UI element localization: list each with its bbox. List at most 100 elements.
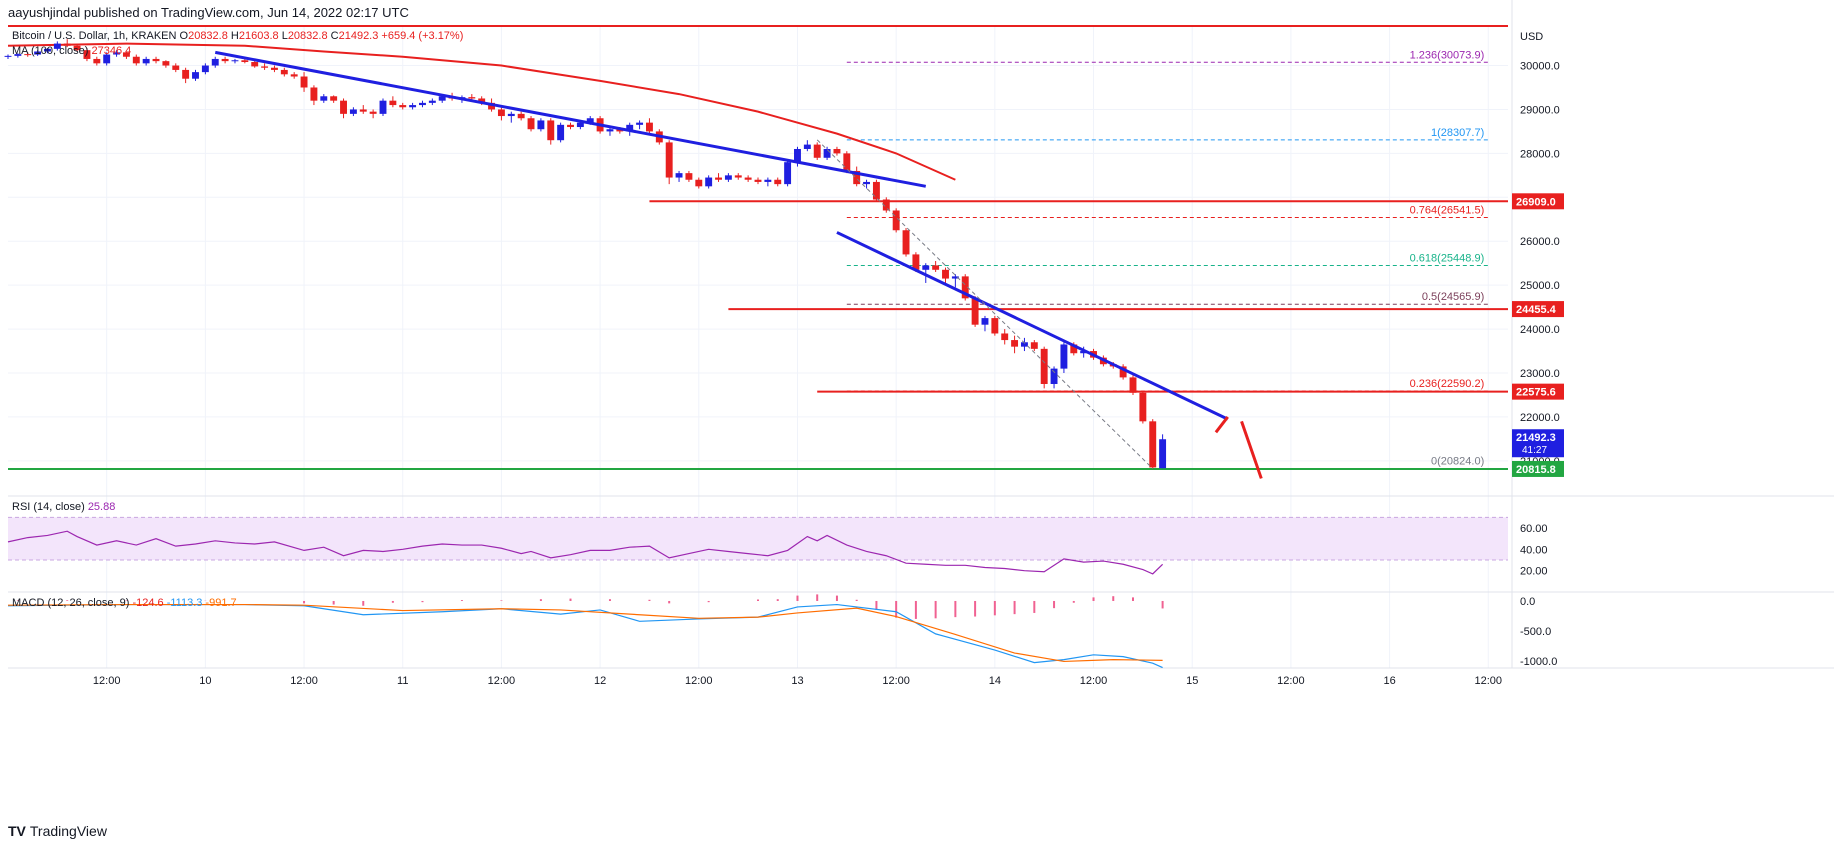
candle-body (478, 98, 486, 103)
candle-body (231, 60, 239, 62)
candle-body (330, 96, 338, 101)
candle-body (784, 162, 792, 185)
candle-body (261, 66, 269, 68)
candle-body (63, 43, 71, 46)
candle (251, 61, 259, 68)
candle (1149, 419, 1157, 469)
macd-label: MACD (12, 26, close, 9) (12, 597, 132, 609)
currency-label: USD (1520, 31, 1543, 43)
projection-stroke (1214, 416, 1229, 434)
moving-average-path (7, 42, 956, 181)
candle-body (695, 179, 703, 187)
tradingview-brand: TradingView (29, 823, 107, 839)
level-price-tag: 24455.4 (1516, 304, 1557, 316)
candle (744, 175, 752, 182)
candle (872, 179, 880, 202)
candle (349, 107, 357, 117)
candle-body (636, 122, 644, 125)
candle-body (320, 96, 328, 101)
candle (14, 53, 22, 58)
time-axis-label: 16 (1383, 675, 1395, 687)
time-axis-label: 13 (791, 675, 803, 687)
candle (685, 170, 693, 182)
candle-body (951, 276, 959, 279)
candle-body (961, 276, 969, 299)
candle-body (872, 181, 880, 200)
macd-hist-value: -124.6 (132, 597, 166, 609)
candle (270, 65, 278, 73)
candle-body (922, 265, 930, 270)
macd-axis-tick: -1000.0 (1520, 656, 1557, 668)
candle (734, 173, 742, 180)
candle (853, 166, 861, 187)
price-axis-tick: 29000.0 (1520, 104, 1560, 116)
candle-body (774, 179, 782, 185)
candle (902, 228, 910, 257)
bar-countdown: 41:27 (1522, 445, 1547, 456)
candle (1020, 337, 1028, 352)
candle-body (843, 153, 851, 171)
candle-body (1011, 340, 1019, 347)
candle (132, 54, 140, 66)
candle-body (349, 109, 357, 114)
candle (44, 47, 51, 54)
candle (24, 52, 32, 57)
candle-body (705, 177, 713, 187)
candle (211, 56, 219, 68)
candle-body (537, 120, 545, 130)
candle (695, 177, 703, 189)
moving-average-line (7, 42, 956, 181)
candle (932, 261, 940, 272)
candle (774, 177, 782, 187)
candle-body (734, 175, 742, 178)
candle (547, 118, 555, 145)
time-axis-label: 10 (199, 675, 211, 687)
candle (1011, 335, 1019, 354)
candle (172, 63, 180, 73)
candle-body (1080, 351, 1088, 354)
candle (843, 151, 851, 174)
candle-body (24, 54, 32, 56)
candle (497, 107, 505, 121)
candle (537, 118, 545, 132)
candle-body (971, 298, 979, 325)
candle (419, 100, 426, 108)
candle-body (497, 109, 505, 117)
ohlc-label: H (231, 30, 239, 42)
candle (1129, 375, 1137, 395)
candle-body (379, 100, 387, 114)
candle-body (44, 48, 51, 52)
price-axis-tick: 22000.0 (1520, 412, 1560, 424)
last-price-tag-bg (1512, 429, 1564, 458)
ohlc-label: C (331, 30, 339, 42)
candle (290, 72, 298, 79)
level-price-tag: 26909.0 (1516, 196, 1556, 208)
candle-body (122, 52, 130, 57)
candle-body (468, 97, 476, 99)
candle-body (1020, 342, 1028, 347)
price-axis-tick: 23000.0 (1520, 368, 1560, 380)
candle-body (981, 318, 989, 325)
candle-body (527, 118, 535, 130)
candle (764, 177, 772, 187)
candle (951, 274, 959, 288)
candle (1040, 346, 1048, 389)
candle (754, 177, 762, 185)
candle-body (93, 58, 101, 64)
candle-body (428, 100, 436, 103)
candle (182, 67, 190, 84)
price-axis-tick: 25000.0 (1520, 280, 1560, 292)
candle-body (192, 72, 199, 79)
candle (142, 56, 150, 66)
price-axis-tick: 30000.0 (1520, 61, 1560, 73)
trendline (214, 50, 927, 188)
price-axis-tick: 28000.0 (1520, 148, 1560, 160)
candle (53, 41, 61, 51)
candle (567, 122, 574, 130)
candle-body (794, 148, 801, 163)
candle (991, 315, 999, 336)
fib-level-label: 0.236(22590.2) (1410, 378, 1485, 390)
rsi-pane (7, 516, 1508, 575)
rsi-indicator (7, 516, 1508, 575)
